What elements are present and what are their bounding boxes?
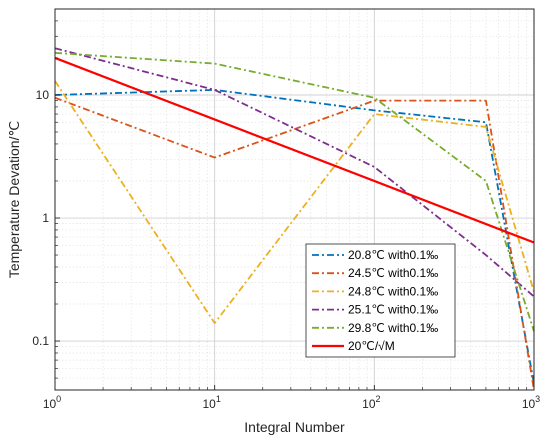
axis-ticks bbox=[54, 20, 535, 390]
legend-label-3: 24.8℃ with0.1‰ bbox=[348, 284, 438, 298]
x-tick-label: 101 bbox=[202, 394, 220, 411]
series-line-6 bbox=[54, 56, 535, 244]
x-axis-label: Integral Number bbox=[244, 419, 345, 435]
plot-area bbox=[55, 9, 534, 390]
plot-frame bbox=[54, 8, 535, 391]
legend-box bbox=[305, 243, 456, 358]
series-layer bbox=[54, 47, 535, 391]
legend-label-2: 24.5℃ with0.1‰ bbox=[348, 266, 438, 280]
y-tick-label: 0.1 bbox=[32, 334, 49, 348]
legend-label-1: 20.8℃ with0.1‰ bbox=[348, 248, 438, 262]
series-line-4 bbox=[54, 47, 535, 298]
legend-label-5: 29.8℃ with0.1‰ bbox=[348, 321, 438, 335]
x-tick-exponent: 2 bbox=[376, 394, 381, 404]
x-tick-base: 10 bbox=[43, 397, 57, 411]
x-tick-base: 10 bbox=[522, 397, 536, 411]
series-line-3 bbox=[54, 80, 535, 324]
x-tick-base: 10 bbox=[202, 397, 216, 411]
x-tick-label: 102 bbox=[362, 394, 380, 411]
x-tick-base: 10 bbox=[362, 397, 376, 411]
series-line-2 bbox=[54, 96, 535, 391]
x-tick-exponent: 3 bbox=[535, 394, 540, 404]
legend-label-4: 25.1℃ with0.1‰ bbox=[348, 303, 438, 317]
legend-label-6: 20℃/√M bbox=[348, 339, 395, 353]
y-tick-label: 1 bbox=[42, 211, 49, 225]
y-tick-labels: 0.1 1 10 bbox=[32, 88, 49, 348]
y-tick-label: 10 bbox=[36, 88, 50, 102]
x-tick-label: 103 bbox=[522, 394, 540, 411]
series-line-1 bbox=[54, 89, 535, 384]
x-tick-exponent: 0 bbox=[56, 394, 61, 404]
x-tick-label: 100 bbox=[43, 394, 61, 411]
x-tick-exponent: 1 bbox=[216, 394, 221, 404]
legend: 20.8℃ with0.1‰ 24.5℃ with0.1‰ 24.8℃ with0.… bbox=[305, 243, 456, 358]
y-axis-label: Temperature Devation/℃ bbox=[6, 121, 22, 278]
x-tick-labels: 100 101 102 103 bbox=[43, 394, 540, 411]
